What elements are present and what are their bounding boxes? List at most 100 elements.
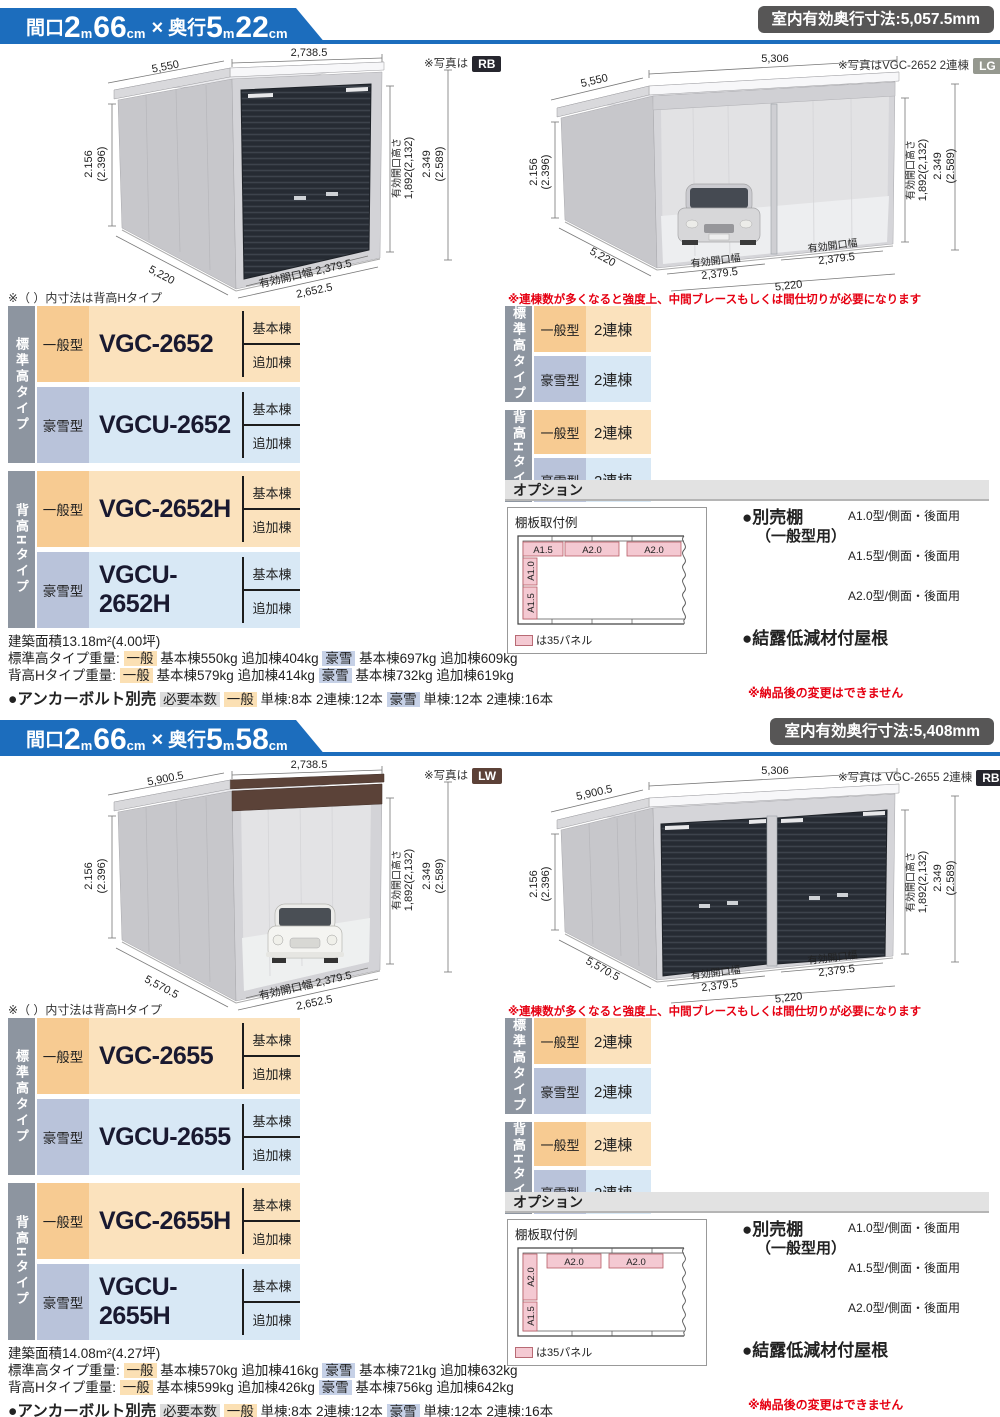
rento-value: 2連棟 xyxy=(594,1033,633,1051)
photo-note-text: ※写真は xyxy=(424,770,469,782)
photo-note: ※写真は LW xyxy=(424,767,503,784)
option-shelf-subtitle: （一般型用） xyxy=(756,528,847,545)
add-unit-label: 追加棟 xyxy=(252,435,292,451)
shelf-label: A1.0 xyxy=(526,561,537,581)
table-row: 豪雪型 VGCU-2655 基本棟 追加棟 xyxy=(37,1099,300,1175)
type-label: 一般型 xyxy=(37,471,89,547)
car-illustration xyxy=(266,903,344,963)
shelf-type: A2.0型/側面・後面用 xyxy=(848,589,961,603)
paren-note: ※（ ）内寸法は背高Hタイプ xyxy=(8,291,163,305)
dim-total-height-paren: (2.589) xyxy=(434,147,446,182)
shelf-label: A2.0 xyxy=(564,1257,584,1268)
delivery-note: ※納品後の変更はできません xyxy=(748,686,904,700)
dim-left-height: 2.156 xyxy=(528,158,540,186)
option-roof-title: ●結露低減材付屋根 xyxy=(742,1341,889,1360)
anchor-values: 単棟:12本 2連棟:16本 xyxy=(423,692,554,707)
weight-label: 背高Hタイプ重量: xyxy=(8,668,116,683)
model-name: VGC-2655H xyxy=(99,1206,231,1235)
table-row: 一般型 VGC-2655 基本棟 追加棟 xyxy=(37,1018,300,1094)
weight-values: 基本棟732kg 追加棟619kg xyxy=(355,668,514,683)
option-shelf-title: ●別売棚 xyxy=(742,508,804,527)
times-sign: × xyxy=(151,17,164,39)
banner-part: cm xyxy=(268,738,288,753)
shelf-label: A1.5 xyxy=(526,593,537,613)
model-table: 標準高タイプ 一般型 VGC-2655 基本棟 追加棟 豪雪型 VGCU-2655… xyxy=(8,1018,300,1340)
model-name: VGC-2652 xyxy=(99,329,214,358)
banner-part: 66 xyxy=(93,11,127,44)
type-label: 豪雪型 xyxy=(534,1068,586,1114)
table-row: 一般型 VGC-2655H 基本棟 追加棟 xyxy=(37,1183,300,1259)
model-group-standard: 標準高タイプ 一般型 VGC-2652 基本棟 追加棟 豪雪型 VGCU-2652… xyxy=(8,306,300,463)
add-unit-label: 追加棟 xyxy=(252,1147,292,1163)
banner-part: m xyxy=(80,738,93,753)
dim-total-height-paren: (2.589) xyxy=(945,149,957,184)
table-row: 一般型 2連棟 xyxy=(534,1122,651,1167)
banner-part: cm xyxy=(126,738,146,753)
weight-label: 背高Hタイプ重量: xyxy=(8,1380,116,1395)
table-row: 一般型 2連棟 xyxy=(534,1018,651,1064)
snow-chip: 豪雪 xyxy=(386,1404,420,1417)
dim-opening-width-value: 2,379.5 xyxy=(818,251,856,267)
shelf-example-box: 棚板取付例 A2.0 A2.0 A2.0 A1.5 xyxy=(507,1219,707,1366)
dim-total-height: 2.349 xyxy=(932,152,944,180)
weight-values: 基本棟570kg 追加棟416kg xyxy=(160,1363,319,1378)
options-header: オプション xyxy=(505,1192,989,1213)
shelf-example-title: 棚板取付例 xyxy=(515,516,578,530)
banner-part: 奥行 xyxy=(168,18,207,39)
area-note: 建築面積13.18m²(4.00坪) xyxy=(8,634,161,649)
dim-opening-height-value: 1,892(2,132) xyxy=(917,139,929,201)
add-unit-label: 追加棟 xyxy=(252,354,292,370)
type-label: 一般型 xyxy=(534,1018,586,1064)
garage-diagram-double-open: 5,306 5,550 2.156 (2.396) 5,220 有効開口幅 2,… xyxy=(528,53,959,294)
table-row: 豪雪型 VGCU-2652 基本棟 追加棟 xyxy=(37,387,300,463)
rento-group-standard: 標準高タイプ 一般型 2連棟 豪雪型 2連棟 xyxy=(505,306,651,402)
group-band-label: 背高Hタイプ xyxy=(8,471,35,628)
dim-opening-height-label: 有効開口高さ xyxy=(904,140,917,200)
anchor-bolt-line: ●アンカーボルト別売 必要本数 一般 単棟:8本 2連棟:12本 豪雪 単棟:1… xyxy=(8,687,553,709)
shelf-label: A2.0 xyxy=(526,1267,537,1287)
dim-opening-width-value: 2,379.5 xyxy=(818,963,856,979)
model-name: VGCU-2652H xyxy=(99,561,178,618)
banner-part: 2 xyxy=(64,11,81,44)
banner-part: 5 xyxy=(206,11,223,44)
options-header: オプション xyxy=(505,480,989,501)
garage-body xyxy=(556,783,900,983)
banner-part: 66 xyxy=(93,723,127,756)
banner-part: 22 xyxy=(235,11,269,44)
dim-bottom-width: 5,220 xyxy=(774,278,803,293)
dim-roof-depth: 5,900.5 xyxy=(575,783,613,803)
dimension-lines xyxy=(107,54,452,299)
base-unit-label: 基本棟 xyxy=(244,1104,300,1138)
base-unit-label: 基本棟 xyxy=(244,1188,300,1222)
dim-left-height: 2.156 xyxy=(83,862,95,890)
banner-part: cm xyxy=(126,26,146,41)
dim-top-width: 5,306 xyxy=(761,765,789,777)
dim-side-depth: 5,570.5 xyxy=(583,955,621,983)
dim-left-height-paren: (2.396) xyxy=(96,859,108,894)
type-label: 一般型 xyxy=(534,1122,586,1167)
shelf-strips: A2.0 A2.0 A2.0 A1.5 xyxy=(522,1253,664,1332)
rento-value: 2連棟 xyxy=(594,371,633,389)
garage-body xyxy=(556,71,900,271)
paren-note: ※（ ）内寸法は背高Hタイプ xyxy=(8,1003,163,1017)
dim-bottom-width: 5,220 xyxy=(774,990,803,1005)
type-label: 豪雪型 xyxy=(37,1264,89,1340)
banner-part: 58 xyxy=(235,723,269,756)
dimension-lines xyxy=(550,56,959,292)
shelf-example-title: 棚板取付例 xyxy=(515,1228,578,1242)
table-row: 豪雪型 2連棟 xyxy=(534,1068,651,1114)
type-label: 一般型 xyxy=(534,306,586,352)
model-name: VGCU-2652 xyxy=(99,410,231,439)
table-row: 豪雪型 VGCU-2652H 基本棟 追加棟 xyxy=(37,552,300,628)
weight-label: 標準高タイプ重量: xyxy=(8,651,120,666)
color-badge: LG xyxy=(973,57,1000,74)
general-chip: 一般 xyxy=(123,1363,157,1378)
anchor-bolt-title: ●アンカーボルト別売 xyxy=(8,1403,157,1417)
model-name: VGC-2655 xyxy=(99,1041,214,1070)
base-unit-label: 基本棟 xyxy=(244,311,300,345)
weight-line: 背高Hタイプ重量: 一般 基本棟579kg 追加棟414kg 豪雪 基本棟732… xyxy=(8,664,514,684)
anchor-values: 単棟:12本 2連棟:16本 xyxy=(423,1404,554,1417)
photo-note-text: ※写真は VGC-2655 2連棟 xyxy=(838,772,973,784)
type-label: 豪雪型 xyxy=(534,356,586,402)
type-label: 一般型 xyxy=(37,306,89,382)
